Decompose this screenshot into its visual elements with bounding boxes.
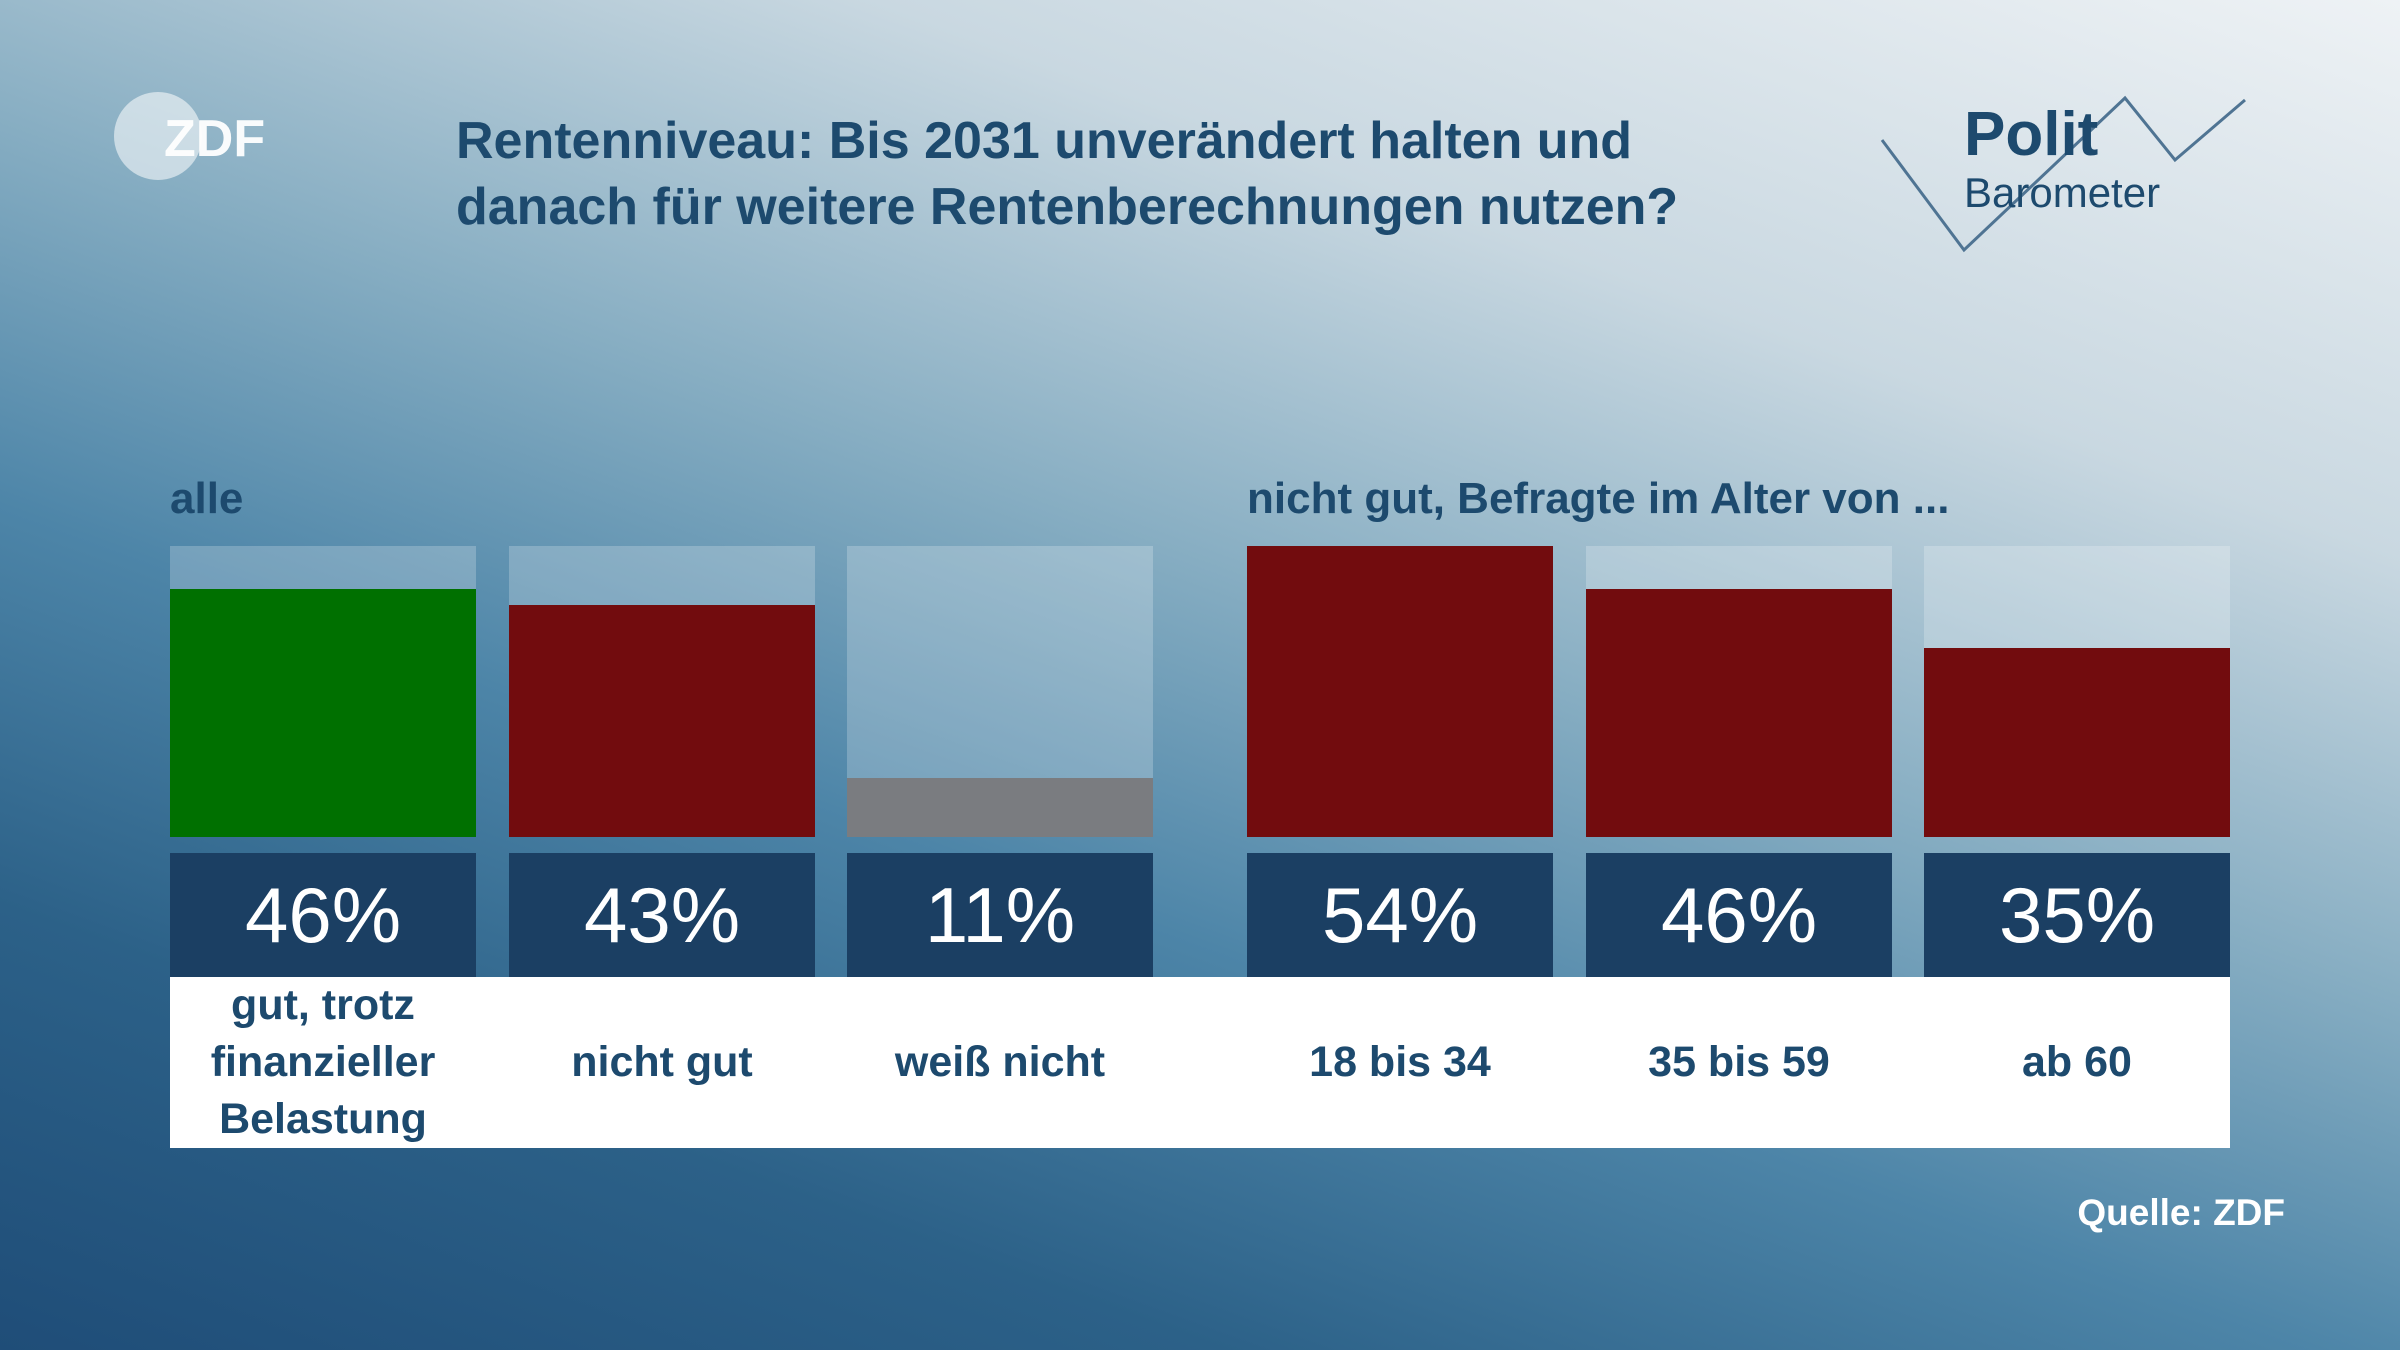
category-label: 35 bis 59 (1648, 1038, 1830, 1086)
category-label: nicht gut (571, 1038, 753, 1086)
category-label: 18 bis 34 (1309, 1038, 1491, 1086)
group-label-age: nicht gut, Befragte im Alter von ... (1247, 474, 1950, 523)
bar (509, 605, 815, 837)
bar (170, 589, 476, 837)
category-label: gut, trotz finanzieller Belastung (210, 981, 436, 1143)
group-label-all: alle (170, 474, 244, 523)
category-label: ab 60 (2022, 1038, 2132, 1086)
bar (847, 777, 1153, 837)
bar-track (1586, 546, 1892, 837)
zdf-logo: ZDF (114, 92, 265, 180)
category-label-strip (170, 977, 2230, 1148)
value-label: 11% (847, 853, 1153, 977)
bar (1924, 648, 2230, 837)
bar-track (509, 546, 815, 837)
chart-title: Rentenniveau: Bis 2031 unverändert halte… (456, 108, 1678, 240)
value-label: 46% (170, 853, 476, 977)
bar-track (847, 546, 1153, 837)
svg-text:ZDF: ZDF (164, 110, 265, 168)
value-label: 35% (1924, 853, 2230, 977)
category-label: weiß nicht (894, 1038, 1106, 1086)
value-label: 43% (509, 853, 815, 977)
title-line-2: danach für weitere Rentenberechnungen nu… (456, 178, 1679, 236)
politbarometer-logo: Polit Barometer (1880, 95, 2246, 253)
bar (1247, 546, 1553, 837)
title-line-1: Rentenniveau: Bis 2031 unverändert halte… (456, 112, 1633, 170)
svg-text:Polit: Polit (1964, 100, 2098, 169)
bar-track (170, 546, 476, 837)
value-label: 46% (1586, 853, 1892, 977)
bar-track (1924, 546, 2230, 837)
source-note: Quelle: ZDF (2077, 1192, 2285, 1233)
value-label: 54% (1247, 853, 1553, 977)
svg-text:Barometer: Barometer (1964, 169, 2160, 216)
bar-track (1247, 546, 1553, 837)
bar (1586, 589, 1892, 837)
